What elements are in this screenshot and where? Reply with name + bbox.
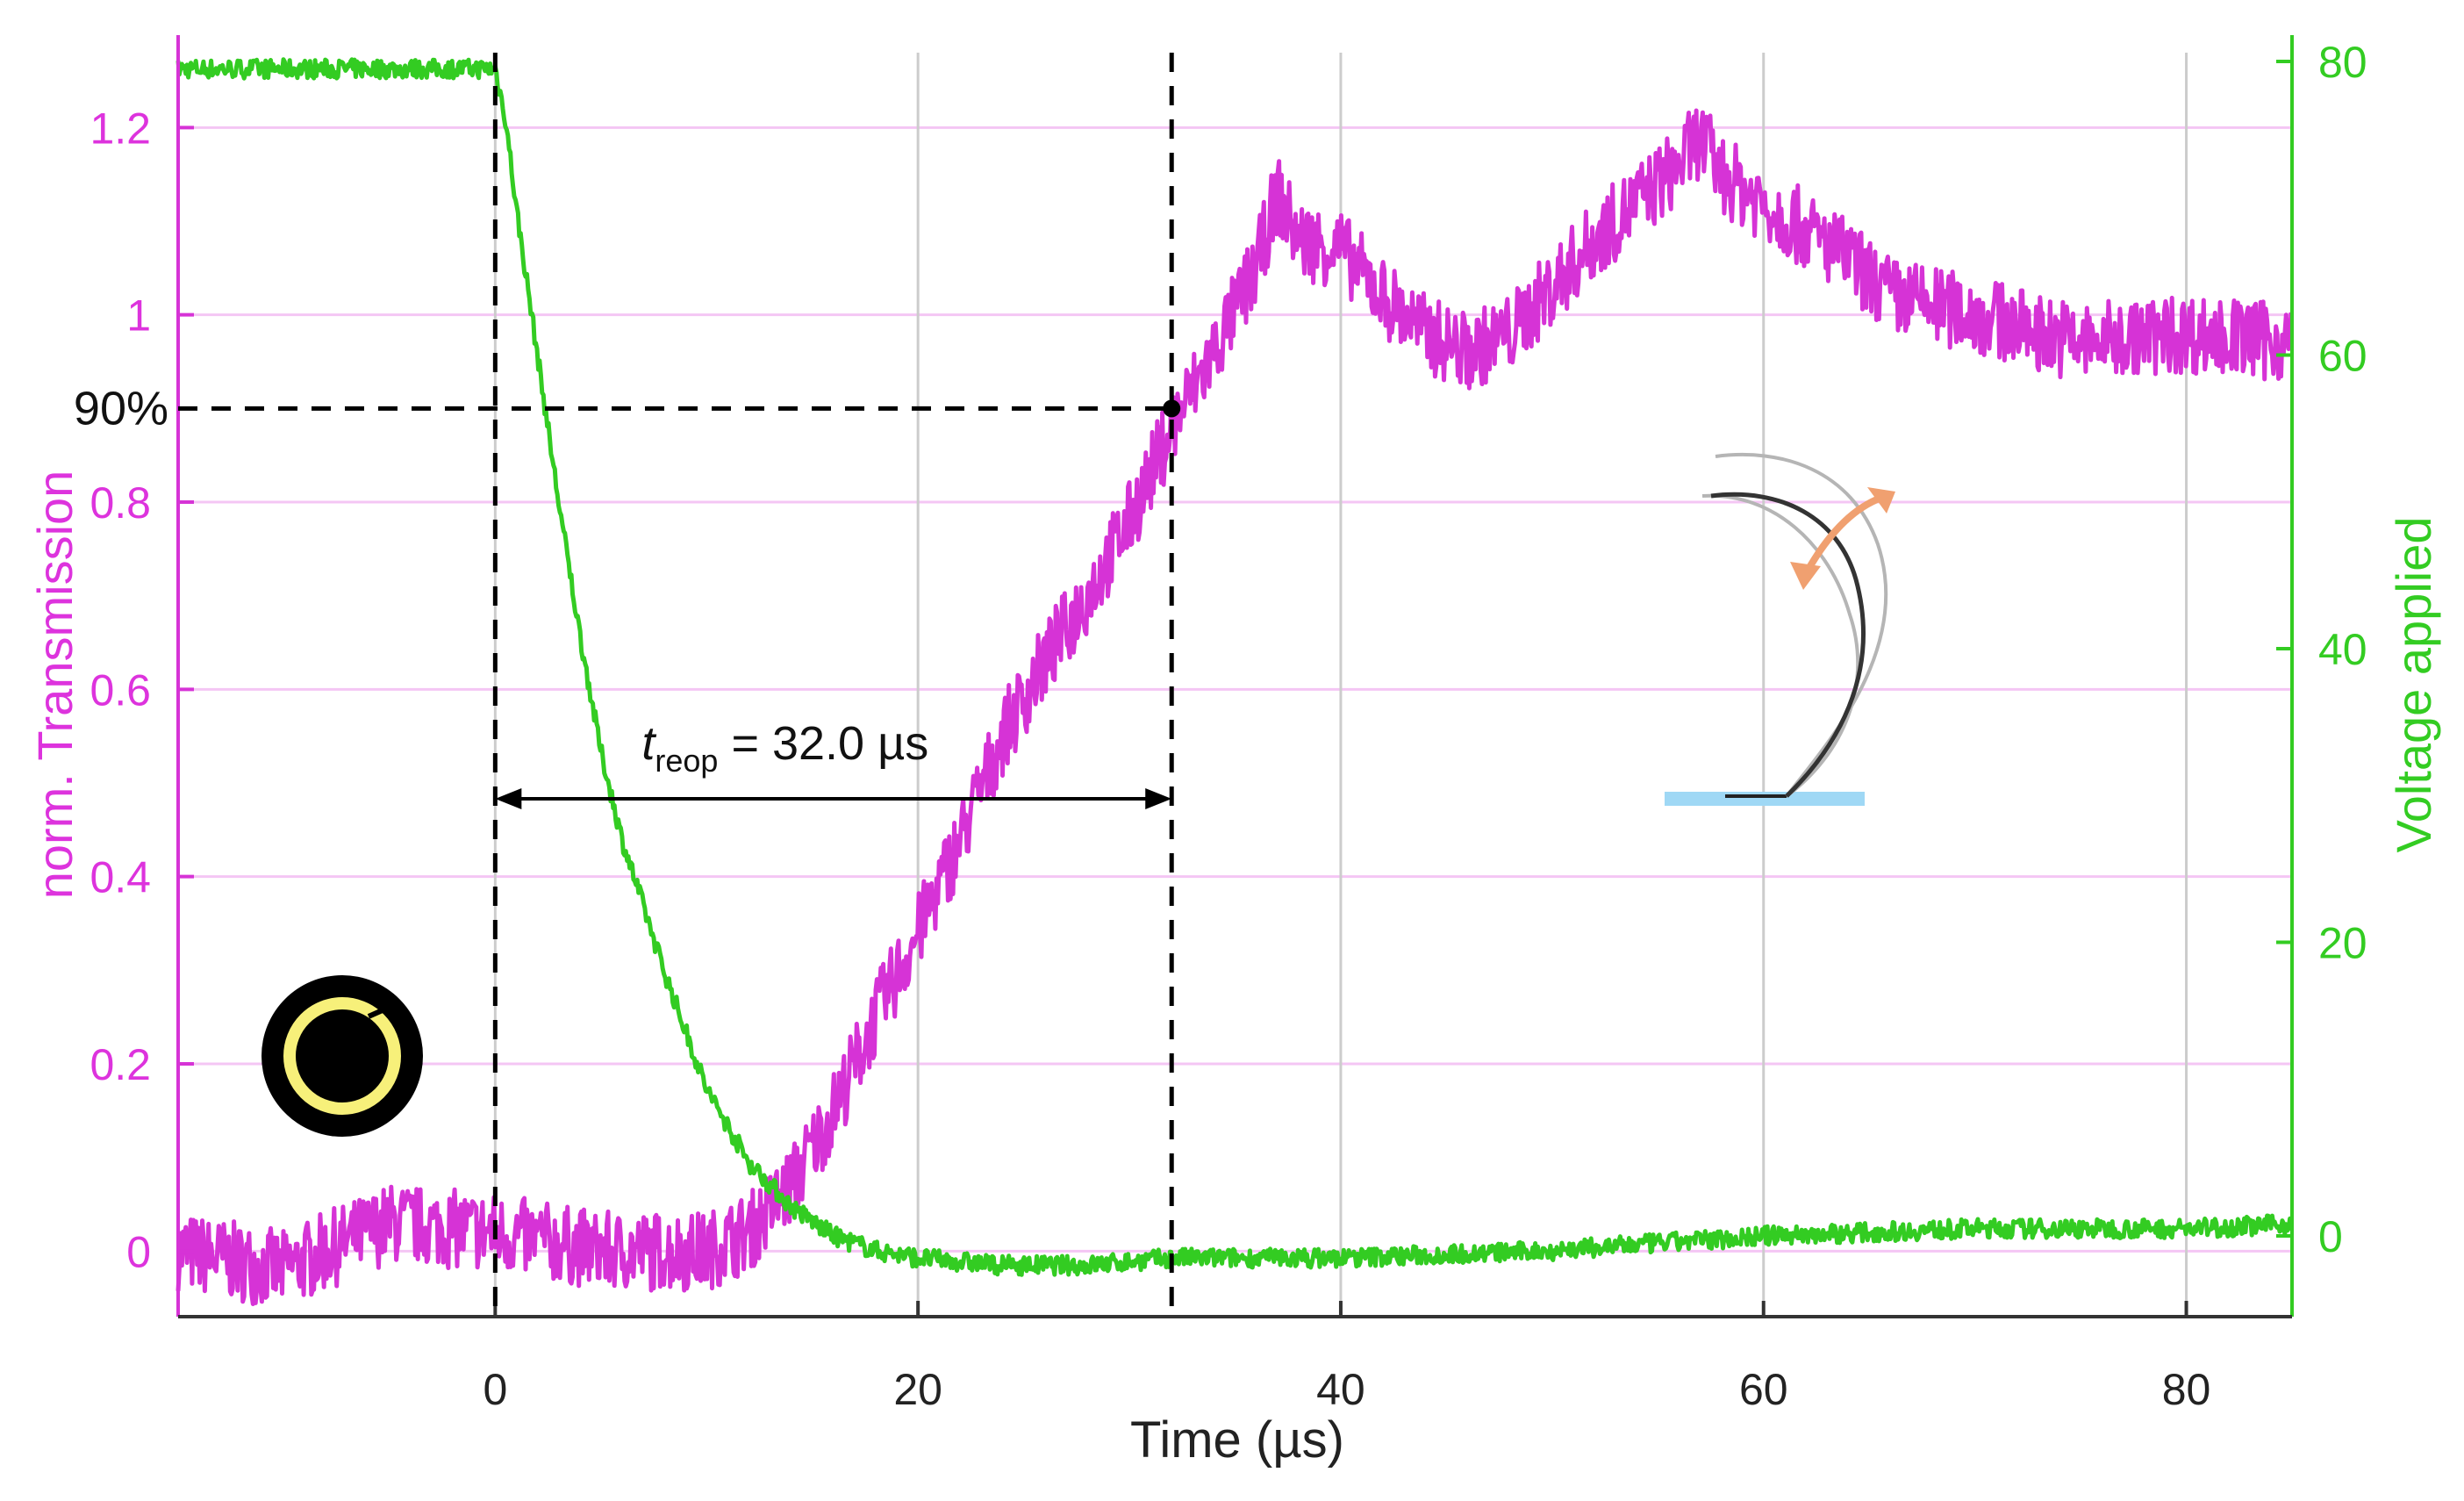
- right-tick-label: 80: [2318, 38, 2367, 87]
- arrowhead-left: [495, 788, 522, 809]
- arrowhead-right: [1145, 788, 1172, 809]
- left-tick-label: 0.6: [90, 665, 151, 715]
- tick-labels: 0 0.2 0.4 0.6 0.8 1 1.2 0 20 40 60 80 0 20 40 60 80 norm.…: [27, 38, 2441, 1469]
- annotations: 90% treop = 32.0 µs: [74, 53, 1181, 1317]
- left-tick-label: 1: [126, 291, 151, 341]
- axes: [176, 35, 2294, 1318]
- interval-value: = 32.0 µs: [718, 717, 928, 770]
- plot-area: [175, 57, 2294, 1306]
- right-axis-title: Voltage applied: [2386, 516, 2441, 852]
- interval-symbol: t: [641, 717, 656, 770]
- interval-subscript: reop: [655, 743, 718, 779]
- left-tick-label: 1.2: [90, 104, 151, 153]
- interval-label: treop = 32.0 µs: [641, 717, 928, 779]
- bottom-tick-label: 40: [1316, 1365, 1365, 1414]
- left-axis-title: norm. Transmission: [27, 470, 82, 900]
- bottom-tick-label: 60: [1739, 1365, 1788, 1414]
- right-tick-label: 40: [2318, 625, 2367, 674]
- right-tick-label: 20: [2318, 919, 2367, 968]
- left-tick-label: 0: [126, 1227, 151, 1276]
- right-tick-label: 0: [2318, 1212, 2343, 1261]
- right-tick-label: 60: [2318, 332, 2367, 381]
- voltage-series-line: [175, 57, 2294, 1277]
- bottom-tick-label: 20: [893, 1365, 942, 1414]
- bottom-axis-title: Time (µs): [1130, 1411, 1344, 1469]
- ninety-percent-crossing-point: [1163, 399, 1181, 418]
- ring-resonator-icon: [261, 975, 423, 1137]
- bottom-tick-label: 80: [2162, 1365, 2211, 1414]
- left-tick-label: 0.2: [90, 1040, 151, 1089]
- ninety-percent-label: 90%: [74, 382, 168, 434]
- bottom-tick-label: 0: [483, 1365, 507, 1414]
- transmission-series-line: [175, 108, 2294, 1306]
- left-tick-label: 0.4: [90, 853, 151, 902]
- cantilever-actuator-icon: [1665, 452, 1895, 806]
- left-tick-label: 0.8: [90, 478, 151, 528]
